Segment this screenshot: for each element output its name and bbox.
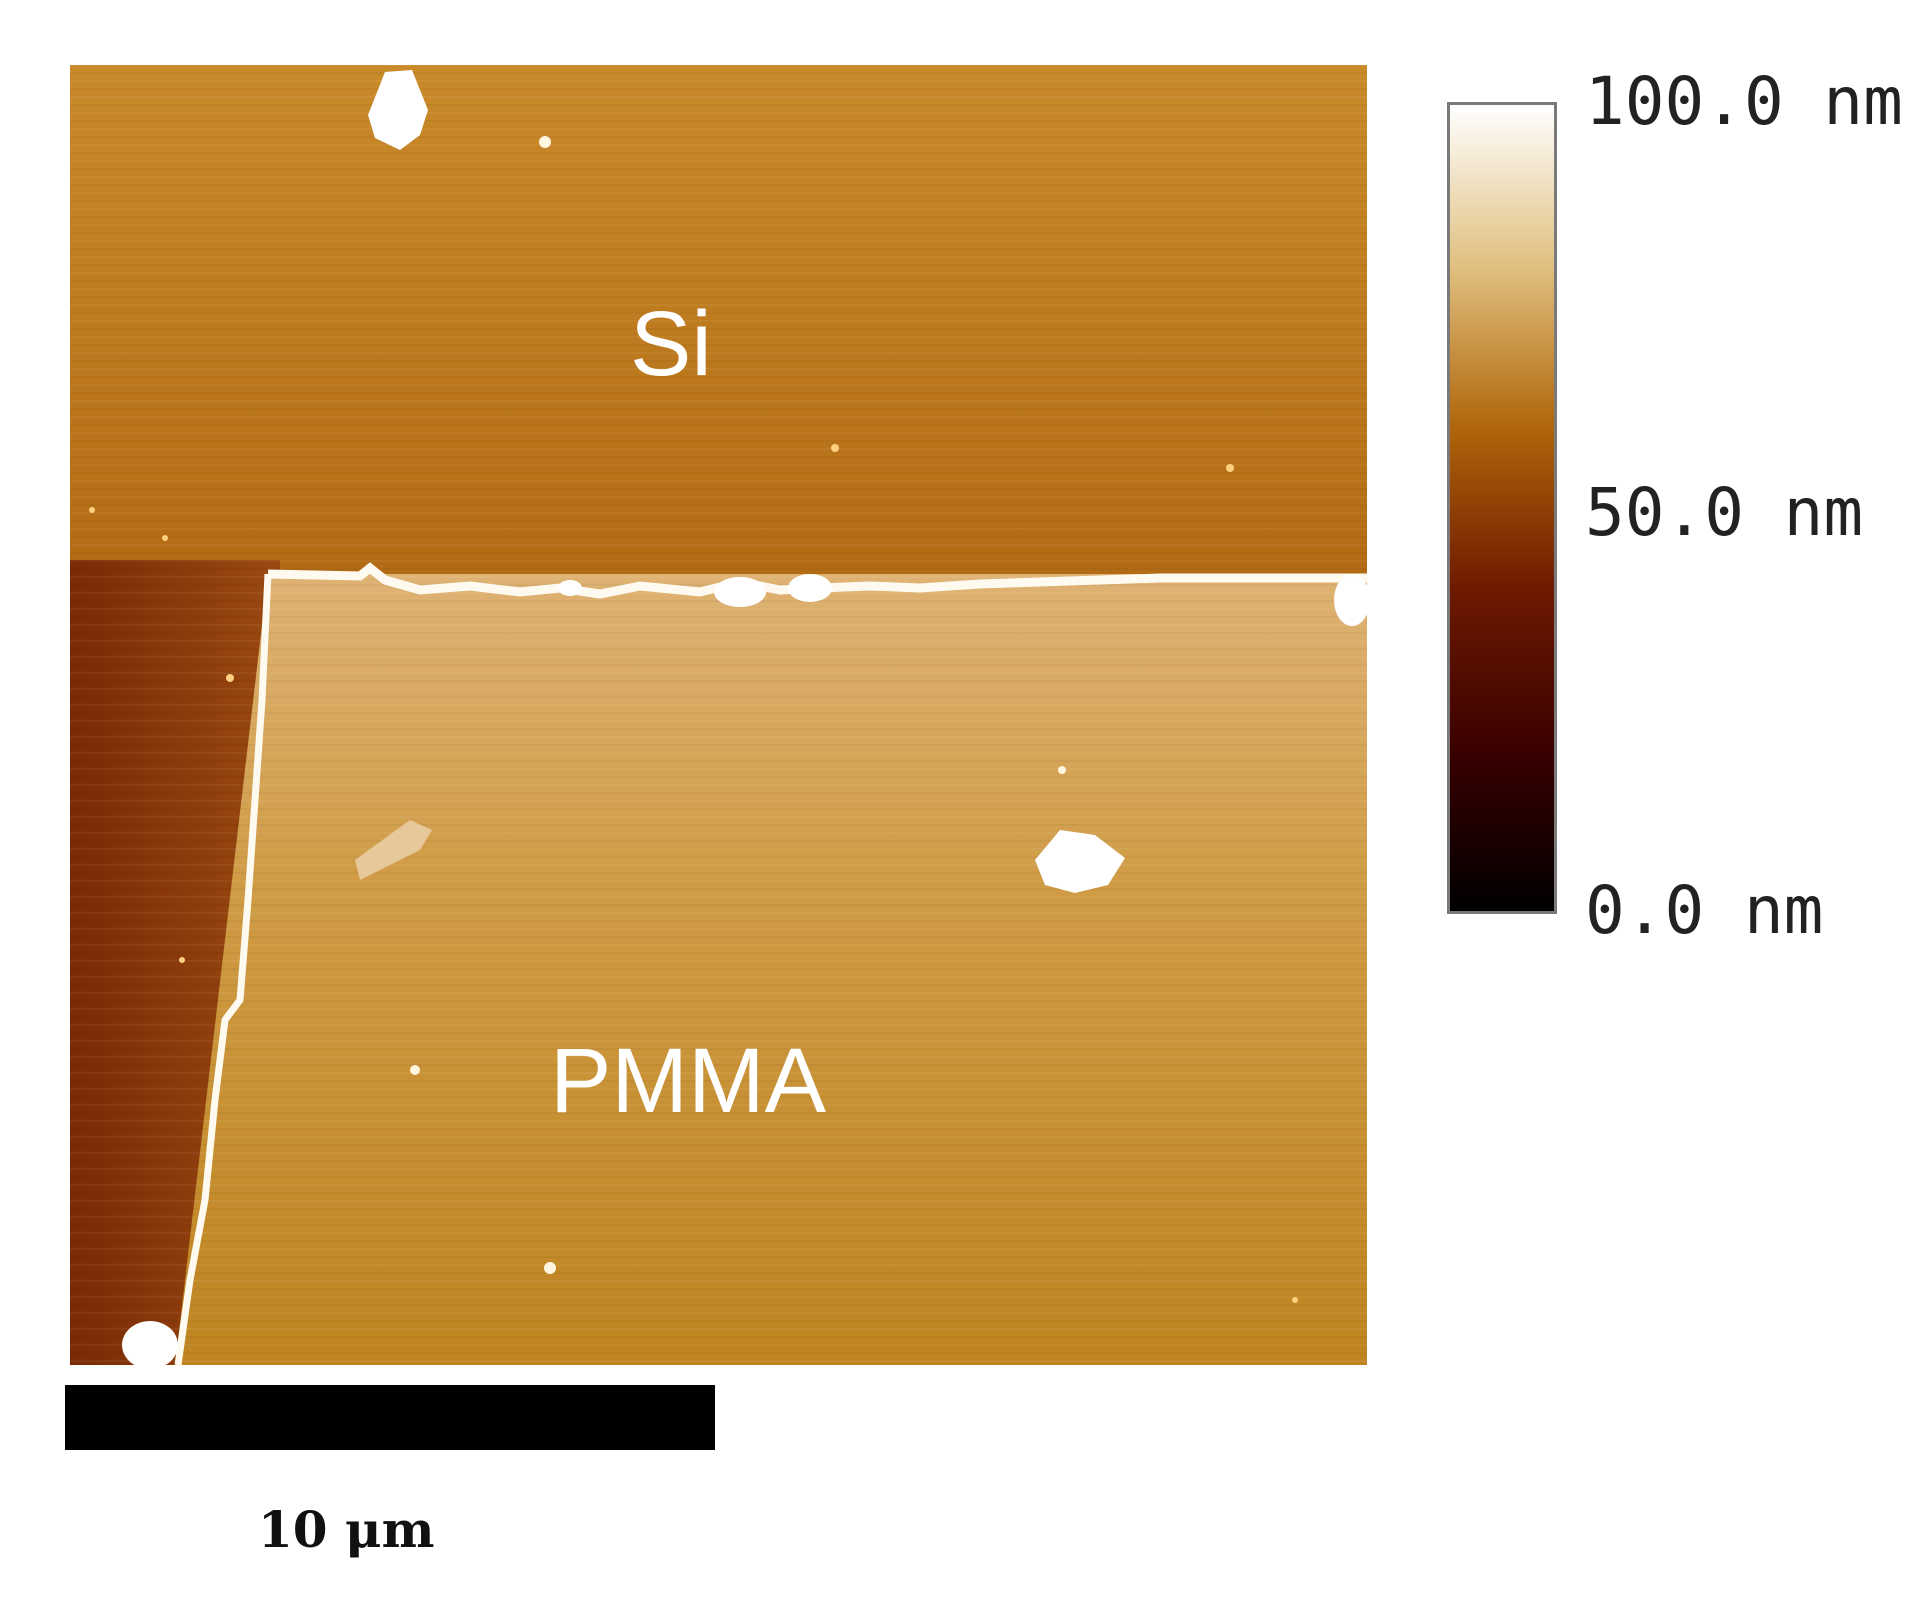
- speck: [89, 507, 95, 513]
- particle-top: [368, 70, 428, 150]
- colorbar-max-label: 100.0 nm: [1585, 63, 1903, 140]
- scan-texture: [70, 65, 1367, 1365]
- speck: [162, 535, 168, 541]
- edge-particle: [558, 580, 582, 596]
- scale-bar: [65, 1385, 715, 1450]
- edge-particle: [714, 577, 766, 607]
- edge-particle: [788, 574, 832, 602]
- speck: [410, 1065, 420, 1075]
- speck: [544, 1262, 556, 1274]
- colorbar-min-label: 0.0 nm: [1585, 872, 1824, 949]
- height-colorbar: [1447, 102, 1557, 914]
- speck: [226, 674, 234, 682]
- speck: [179, 957, 185, 963]
- speck: [1226, 464, 1234, 472]
- pmma-label: PMMA: [550, 1030, 826, 1132]
- speck: [539, 136, 551, 148]
- speck: [831, 444, 839, 452]
- speck: [1058, 766, 1066, 774]
- particle-pmma-large: [1035, 830, 1125, 893]
- edge-particle: [122, 1321, 178, 1369]
- scale-bar-label: 10 μm: [258, 1500, 435, 1559]
- colorbar-mid-label: 50.0 nm: [1585, 474, 1864, 551]
- pmma-left-edge: [174, 573, 272, 1366]
- si-label: Si: [630, 293, 712, 395]
- edge-particle: [1334, 574, 1370, 626]
- particle-pmma-faint: [355, 820, 432, 880]
- speck: [1292, 1297, 1298, 1303]
